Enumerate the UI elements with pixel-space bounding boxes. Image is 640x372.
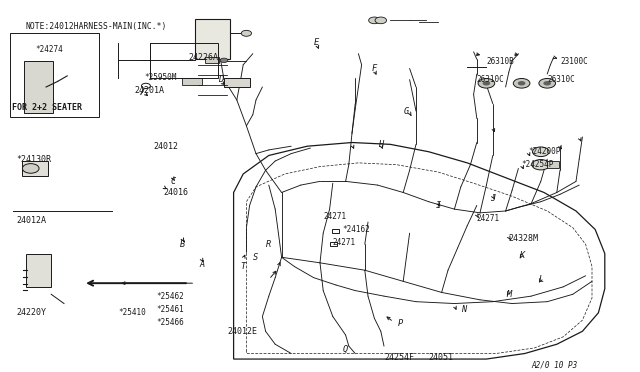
Circle shape <box>543 81 551 86</box>
Text: *25461: *25461 <box>157 305 184 314</box>
Circle shape <box>513 78 530 88</box>
Circle shape <box>518 81 525 86</box>
Circle shape <box>22 164 39 173</box>
Bar <box>182 78 202 85</box>
Text: FOR 2+2 SEATER: FOR 2+2 SEATER <box>12 103 81 112</box>
Bar <box>150 42 218 78</box>
Text: A2/0 10 P3: A2/0 10 P3 <box>531 361 577 370</box>
Text: D: D <box>218 75 223 84</box>
Bar <box>24 61 53 113</box>
Circle shape <box>220 58 228 62</box>
Text: 24271: 24271 <box>477 214 500 223</box>
Text: 24226A: 24226A <box>189 53 219 62</box>
Text: 24271: 24271 <box>323 212 346 221</box>
Text: L: L <box>538 275 543 284</box>
Bar <box>195 19 230 59</box>
Text: B: B <box>180 240 185 249</box>
Circle shape <box>478 78 495 88</box>
Text: 24012: 24012 <box>154 142 179 151</box>
Text: *24254P: *24254P <box>522 160 554 169</box>
Text: 24051: 24051 <box>429 353 454 362</box>
Circle shape <box>483 81 490 86</box>
Bar <box>332 229 339 233</box>
Text: R: R <box>266 240 271 249</box>
Text: G: G <box>404 106 409 116</box>
Text: NOTE:24012HARNESS-MAIN(INC.*): NOTE:24012HARNESS-MAIN(INC.*) <box>26 22 167 31</box>
Text: 24201A: 24201A <box>134 86 164 95</box>
Text: H: H <box>378 140 383 149</box>
Text: *24274: *24274 <box>35 45 63 54</box>
Text: S: S <box>253 253 259 262</box>
Bar <box>547 161 559 169</box>
Text: C: C <box>170 177 175 186</box>
Circle shape <box>539 78 556 88</box>
Text: T: T <box>241 262 246 271</box>
Text: J: J <box>490 193 495 202</box>
Circle shape <box>532 160 550 170</box>
Text: 26310C: 26310C <box>547 75 575 84</box>
Text: *24200P: *24200P <box>528 147 561 156</box>
Bar <box>224 78 250 87</box>
Circle shape <box>532 147 549 157</box>
Text: M: M <box>506 290 511 299</box>
Text: E: E <box>314 38 319 47</box>
Text: I: I <box>436 201 441 210</box>
Text: *25466: *25466 <box>157 318 184 327</box>
Text: N: N <box>461 305 467 314</box>
Text: 24016: 24016 <box>163 188 188 197</box>
Bar <box>10 33 99 116</box>
Bar <box>330 242 337 246</box>
Text: 24271: 24271 <box>333 238 356 247</box>
Text: *24162: *24162 <box>342 225 370 234</box>
Text: 24254F: 24254F <box>384 353 414 362</box>
Bar <box>205 57 219 63</box>
Text: *25950M: *25950M <box>144 73 177 82</box>
Circle shape <box>375 17 387 24</box>
Text: 26310B: 26310B <box>486 57 514 65</box>
Text: 23100C: 23100C <box>560 57 588 65</box>
Text: Q: Q <box>343 345 348 354</box>
Text: *25410: *25410 <box>118 308 146 317</box>
Text: F: F <box>372 64 377 73</box>
Text: 24220Y: 24220Y <box>16 308 46 317</box>
Bar <box>22 161 48 176</box>
Text: 24012A: 24012A <box>16 216 46 225</box>
Text: P: P <box>397 320 403 328</box>
Circle shape <box>369 17 380 24</box>
Text: 26310C: 26310C <box>477 75 504 84</box>
Bar <box>26 254 51 287</box>
Circle shape <box>241 31 252 36</box>
Text: 24328M: 24328M <box>509 234 539 243</box>
Text: *25462: *25462 <box>157 292 184 301</box>
Text: A: A <box>199 260 204 269</box>
Text: K: K <box>519 251 524 260</box>
Text: *24130R: *24130R <box>16 155 51 164</box>
Text: 24012E: 24012E <box>227 327 257 336</box>
